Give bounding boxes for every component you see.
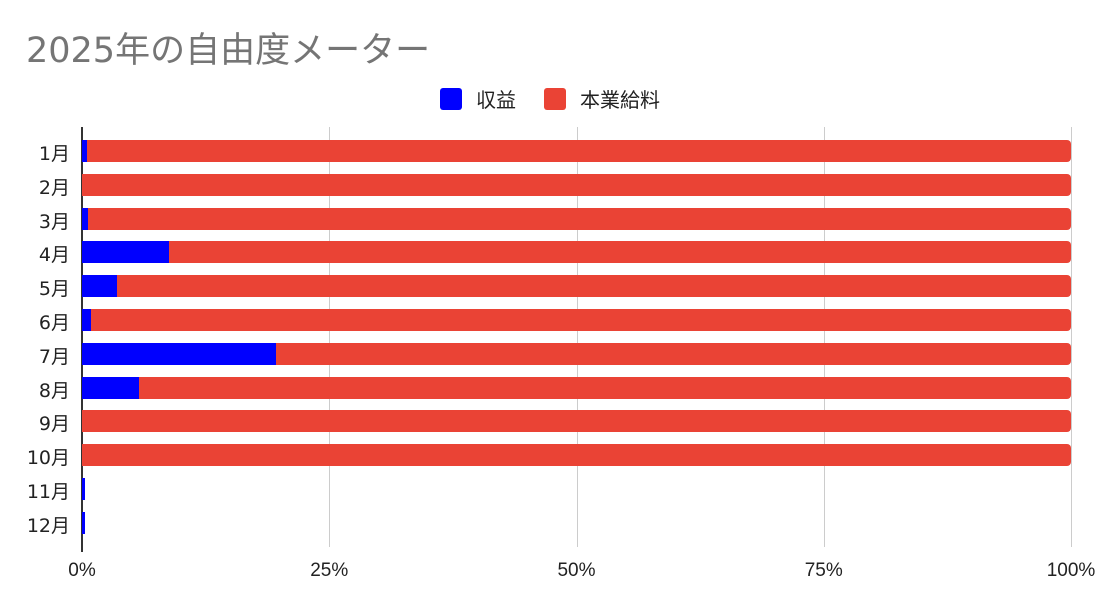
bar-segment-salary[interactable] — [87, 207, 1071, 230]
legend-label-revenue: 収益 — [476, 88, 516, 112]
bar-segment-revenue[interactable] — [82, 511, 85, 534]
x-tick-label: 0% — [68, 560, 96, 581]
bar-row[interactable] — [82, 140, 1071, 162]
bar-segment-salary[interactable] — [82, 173, 1071, 196]
y-tick-label: 6月 — [38, 312, 70, 334]
bar-row[interactable] — [82, 173, 1071, 196]
bar-row[interactable] — [82, 275, 1071, 298]
gridline — [1071, 127, 1072, 547]
bar-segment-revenue[interactable] — [82, 275, 117, 298]
y-axis-line — [81, 127, 83, 552]
legend-item-salary[interactable]: 本業給料 — [544, 84, 660, 113]
gridline — [576, 127, 578, 547]
bar-segment-revenue[interactable] — [82, 241, 170, 264]
bar-row[interactable] — [82, 342, 1071, 365]
bar-segment-salary[interactable] — [82, 444, 1071, 467]
bar-row[interactable] — [82, 207, 1071, 230]
bar-row[interactable] — [82, 478, 1071, 500]
bar-segment-salary[interactable] — [275, 342, 1071, 365]
bar-segment-revenue[interactable] — [82, 376, 140, 399]
y-tick-label: 7月 — [38, 345, 70, 368]
bar-segment-salary[interactable] — [169, 241, 1071, 264]
legend-label-salary: 本業給料 — [580, 88, 660, 112]
bar-segment-salary[interactable] — [86, 140, 1071, 162]
bar-segment-revenue[interactable] — [82, 207, 88, 230]
bar-segment-salary[interactable] — [116, 275, 1071, 298]
bar-row[interactable] — [82, 241, 1071, 264]
bar-row[interactable] — [82, 410, 1071, 433]
legend-swatch-revenue — [440, 87, 462, 110]
plot-area — [81, 127, 1072, 552]
x-tick-label: 50% — [557, 560, 596, 581]
bar-segment-revenue[interactable] — [82, 309, 91, 331]
bar-segment-salary[interactable] — [90, 309, 1071, 331]
x-tick-label: 75% — [804, 560, 843, 581]
bar-row[interactable] — [82, 376, 1071, 399]
bar-segment-revenue[interactable] — [82, 478, 85, 500]
x-tick-label: 100% — [1046, 560, 1096, 581]
bar-segment-revenue[interactable] — [82, 342, 276, 365]
y-tick-label: 8月 — [38, 379, 70, 402]
y-tick-label: 3月 — [38, 210, 70, 233]
chart-title: 2025年の自由度メーター — [26, 31, 431, 71]
y-tick-label: 12月 — [26, 514, 70, 537]
bar-row[interactable] — [82, 444, 1071, 467]
y-tick-label: 10月 — [26, 447, 70, 470]
y-tick-label: 1月 — [38, 143, 70, 165]
bar-row[interactable] — [82, 511, 1071, 534]
legend-item-revenue[interactable]: 収益 — [440, 84, 516, 113]
bar-segment-salary[interactable] — [139, 376, 1071, 399]
bar-segment-salary[interactable] — [82, 410, 1071, 433]
y-tick-label: 11月 — [26, 481, 70, 503]
y-tick-label: 2月 — [38, 176, 70, 199]
legend-swatch-salary — [544, 87, 566, 110]
y-tick-label: 4月 — [38, 244, 70, 267]
bar-segment-revenue[interactable] — [82, 140, 87, 162]
y-tick-label: 5月 — [38, 278, 70, 301]
x-tick-label: 25% — [310, 560, 349, 581]
legend: 収益 本業給料 — [0, 84, 1100, 113]
gridline — [329, 127, 331, 547]
bar-row[interactable] — [82, 309, 1071, 331]
gridline — [823, 127, 825, 547]
y-tick-label: 9月 — [38, 413, 70, 436]
